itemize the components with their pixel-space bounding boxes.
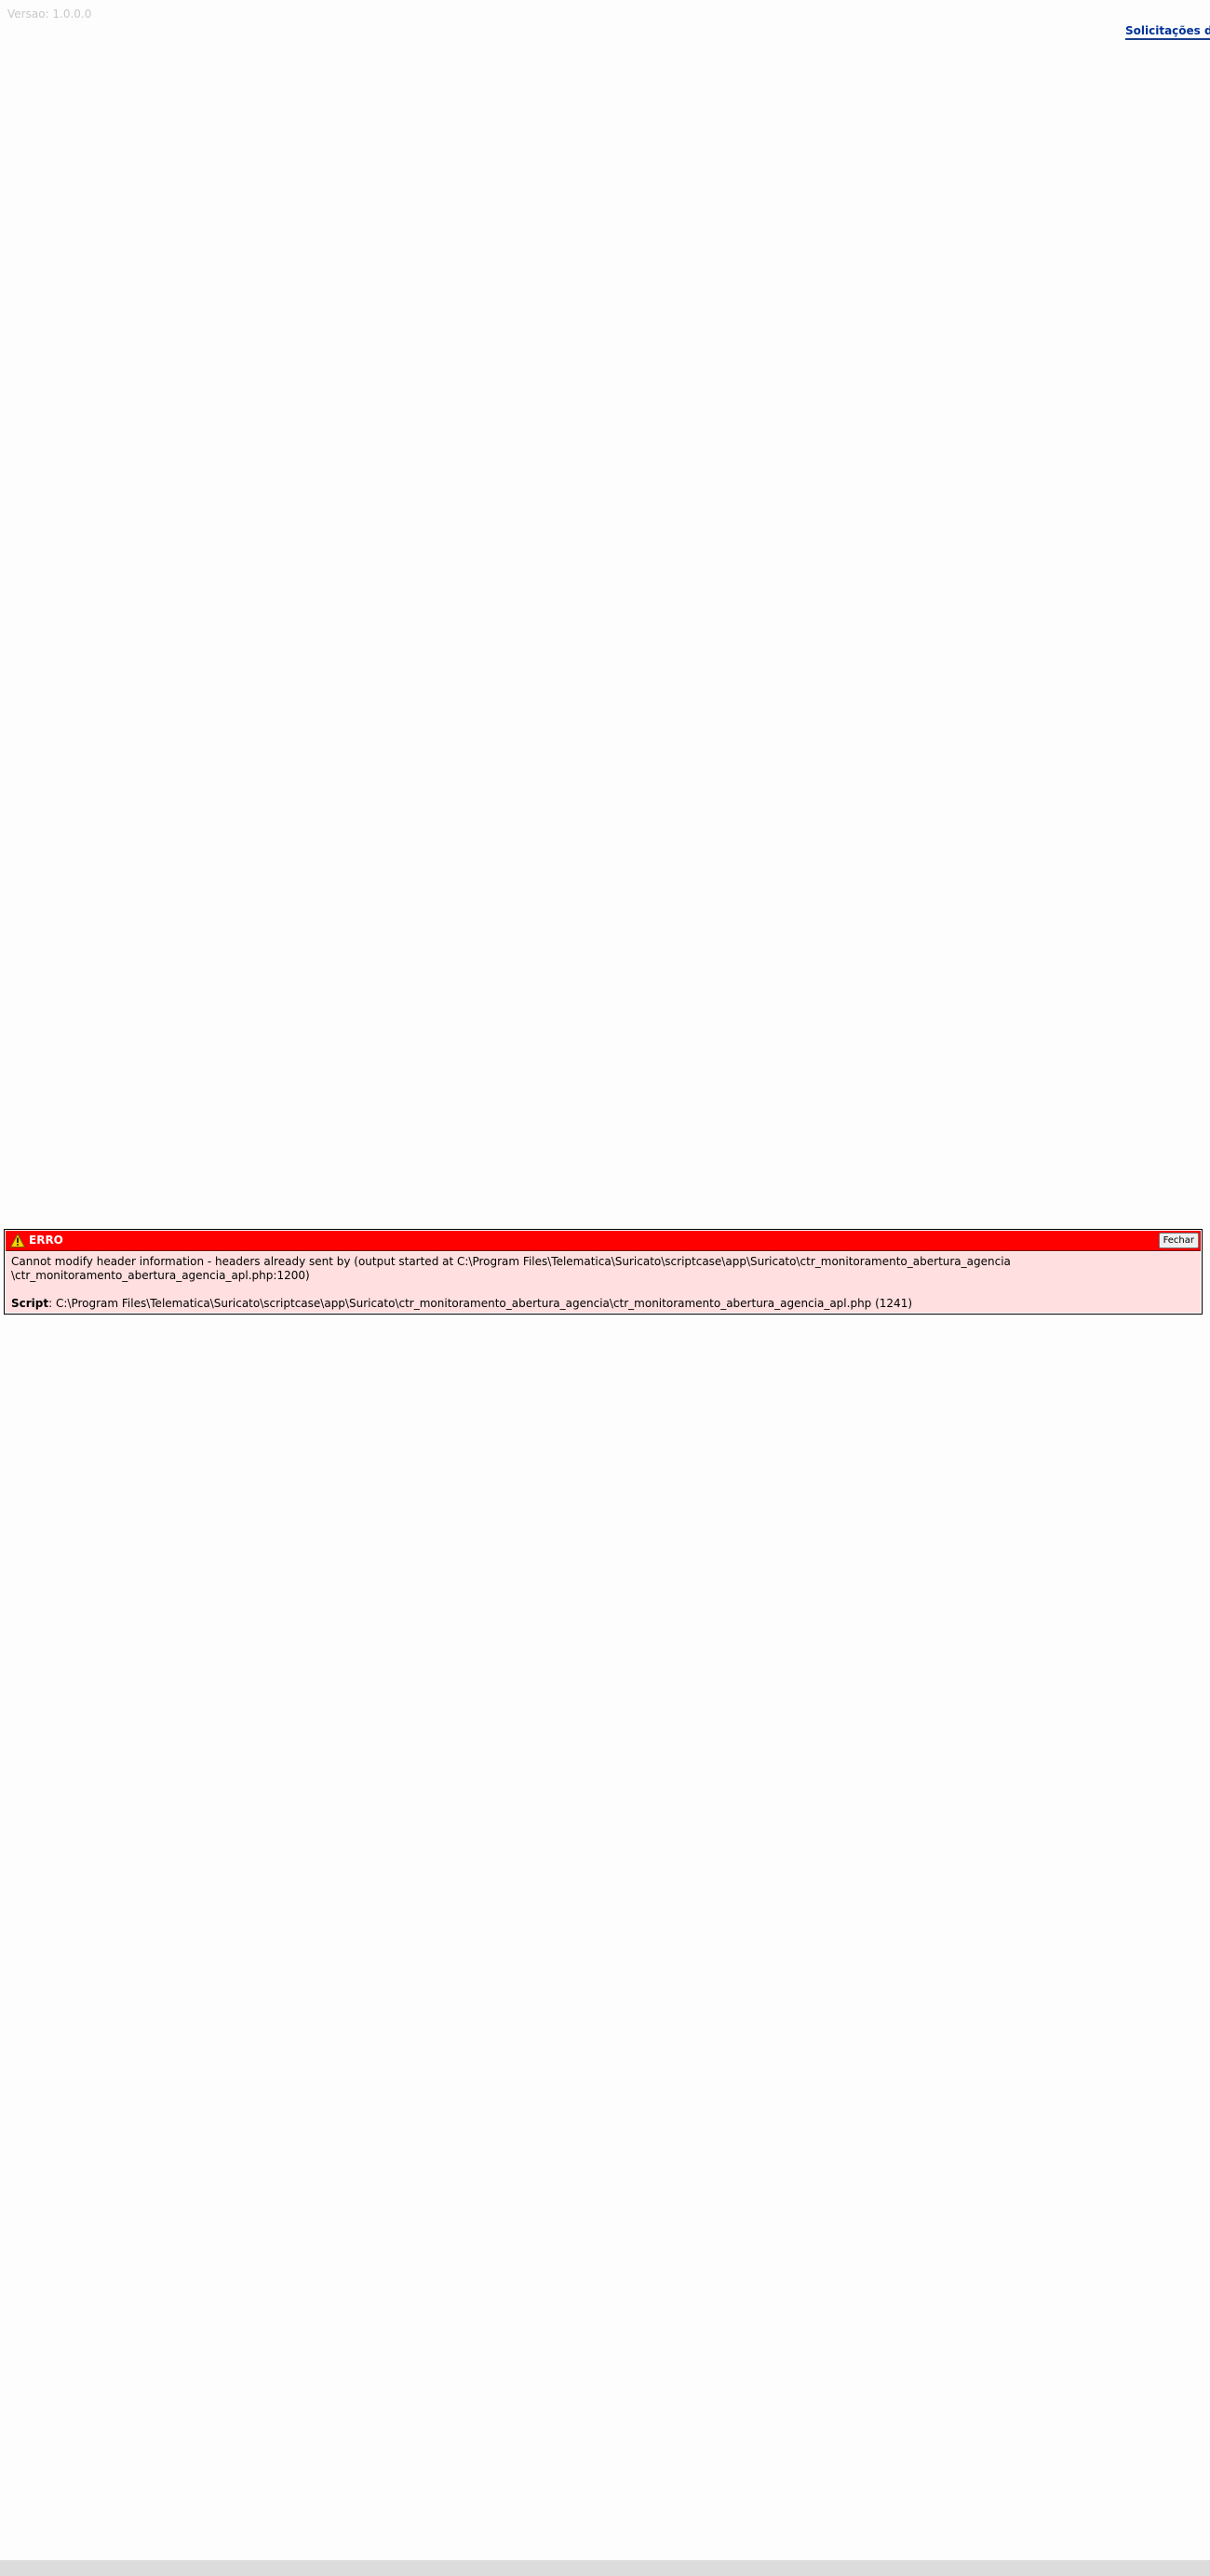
error-title: ERRO (29, 1234, 63, 1247)
error-message-line-1: Cannot modify header information - heade… (11, 1255, 1195, 1269)
script-label: Script (11, 1297, 48, 1310)
bottom-scrollbar[interactable] (0, 2560, 1210, 2576)
script-path: : C:\Program Files\Telematica\Suricato\s… (48, 1297, 912, 1310)
error-header: ERRO Fechar (6, 1231, 1201, 1251)
warning-icon (10, 1234, 25, 1248)
page-title: Solicitações de Abertura de Agência (1125, 24, 1210, 40)
version-label: Versao: 1.0.0.0 (7, 7, 91, 20)
error-body: Cannot modify header information - heade… (6, 1252, 1201, 1313)
error-message-line-2: \ctr_monitoramento_abertura_agencia_apl.… (11, 1269, 1195, 1283)
error-script-line: Script: C:\Program Files\Telematica\Suri… (11, 1297, 1195, 1311)
close-button[interactable]: Fechar (1159, 1233, 1199, 1248)
error-dialog: ERRO Fechar Cannot modify header informa… (4, 1229, 1203, 1315)
